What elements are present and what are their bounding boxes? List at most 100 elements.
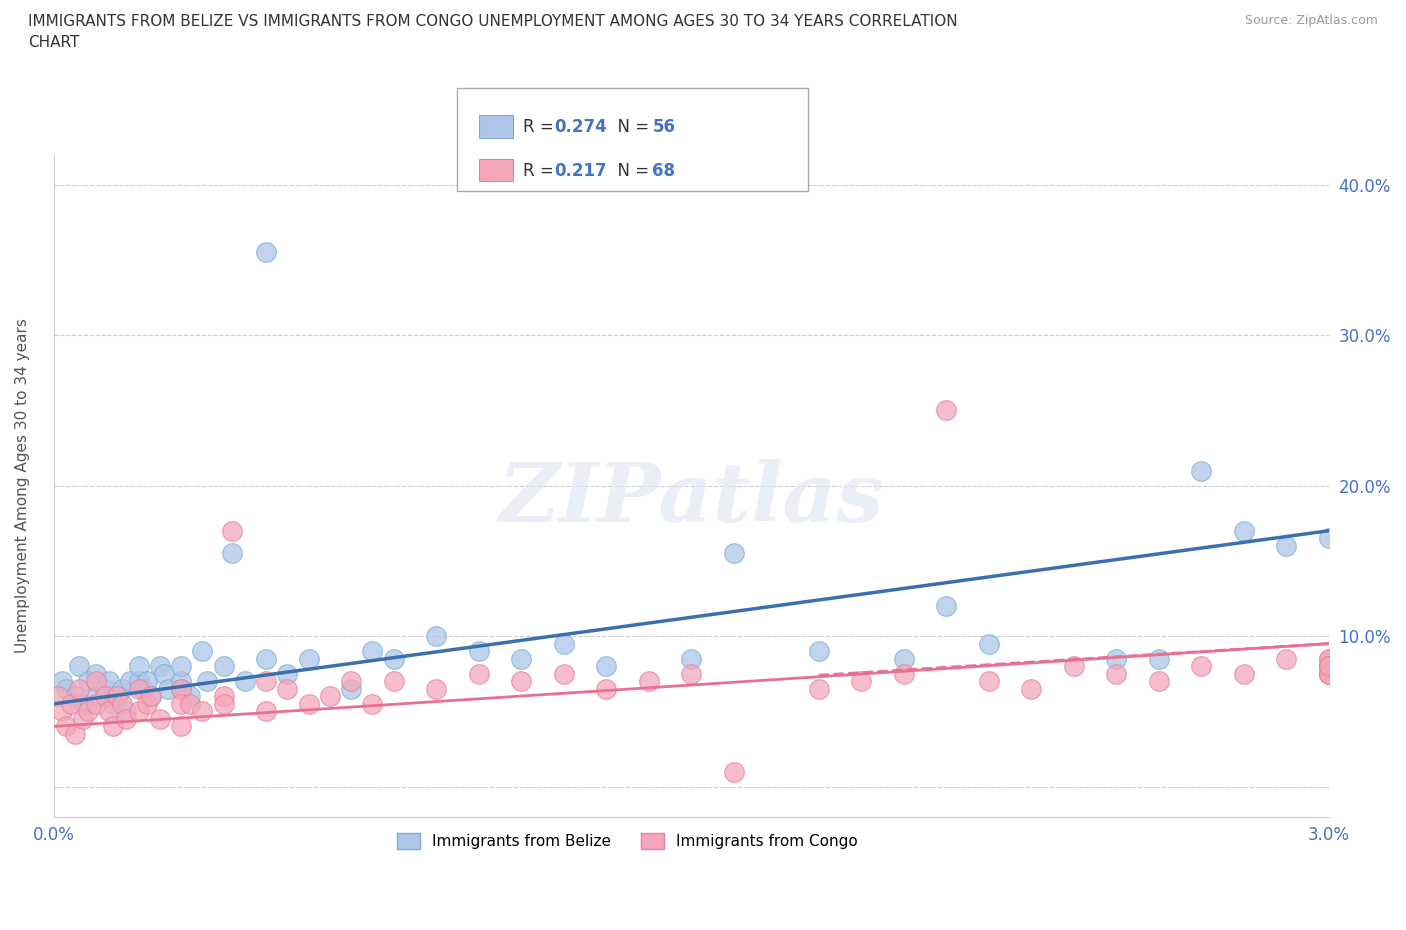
Y-axis label: Unemployment Among Ages 30 to 34 years: Unemployment Among Ages 30 to 34 years [15,318,30,653]
Point [254,245,277,259]
Point [179,697,201,711]
Point [1275,538,1298,553]
Point [97,704,120,719]
Point [51,704,73,719]
Text: ZIPatlas: ZIPatlas [499,458,884,538]
Point [1317,666,1340,681]
Text: Source: ZipAtlas.com: Source: ZipAtlas.com [1244,14,1378,27]
Point [105,689,128,704]
Point [1233,524,1256,538]
Point [1317,658,1340,673]
Point [276,682,298,697]
Point [221,524,243,538]
Point [111,682,134,697]
Point [254,674,277,689]
Point [55,682,77,697]
Point [101,719,124,734]
Point [1317,666,1340,681]
Point [46,689,69,704]
Point [128,658,150,673]
Point [1105,651,1128,666]
Point [319,689,342,704]
Point [179,689,201,704]
Point [254,651,277,666]
Point [59,697,82,711]
Point [382,674,405,689]
Point [1019,682,1042,697]
Point [553,636,575,651]
Point [141,689,163,704]
Point [1147,674,1170,689]
Point [510,651,533,666]
Point [1189,463,1212,478]
Point [84,689,107,704]
Point [101,697,124,711]
Point [132,682,155,697]
Point [595,658,617,673]
Point [807,682,830,697]
Point [298,697,321,711]
Point [1317,658,1340,673]
Point [136,674,159,689]
Point [63,726,86,741]
Point [128,682,150,697]
Point [84,697,107,711]
Point [382,651,405,666]
Point [893,651,915,666]
Point [141,689,163,704]
Point [977,636,1000,651]
Text: R =: R = [523,162,560,180]
Point [1317,666,1340,681]
Point [55,719,77,734]
Point [221,546,243,561]
Point [851,674,873,689]
Point [136,697,159,711]
Point [723,764,745,779]
Point [935,599,957,614]
Point [115,711,138,726]
Point [170,719,193,734]
Point [637,674,659,689]
Point [723,546,745,561]
Point [212,658,235,673]
Point [1317,651,1340,666]
Point [128,674,150,689]
Text: 56: 56 [652,118,675,137]
Text: IMMIGRANTS FROM BELIZE VS IMMIGRANTS FROM CONGO UNEMPLOYMENT AMONG AGES 30 TO 34: IMMIGRANTS FROM BELIZE VS IMMIGRANTS FRO… [28,14,957,50]
Point [1317,658,1340,673]
Point [510,674,533,689]
Point [681,666,703,681]
Legend: Immigrants from Belize, Immigrants from Congo: Immigrants from Belize, Immigrants from … [391,827,865,856]
Point [67,658,90,673]
Point [1317,651,1340,666]
Point [84,666,107,681]
Point [76,704,98,719]
Point [153,666,176,681]
Point [1147,651,1170,666]
Point [807,644,830,658]
Point [191,644,214,658]
Point [1063,658,1085,673]
Point [1317,531,1340,546]
Point [1275,651,1298,666]
Text: 0.217: 0.217 [554,162,606,180]
Point [72,697,94,711]
Point [76,674,98,689]
Point [170,682,193,697]
Point [67,682,90,697]
Point [63,689,86,704]
Point [149,658,172,673]
Point [553,666,575,681]
Point [72,711,94,726]
Text: R =: R = [523,118,560,137]
Point [120,674,142,689]
Point [340,674,363,689]
Point [170,682,193,697]
Text: N =: N = [607,118,655,137]
Point [467,644,489,658]
Point [51,674,73,689]
Point [340,682,363,697]
Point [935,403,957,418]
Point [276,666,298,681]
Point [681,651,703,666]
